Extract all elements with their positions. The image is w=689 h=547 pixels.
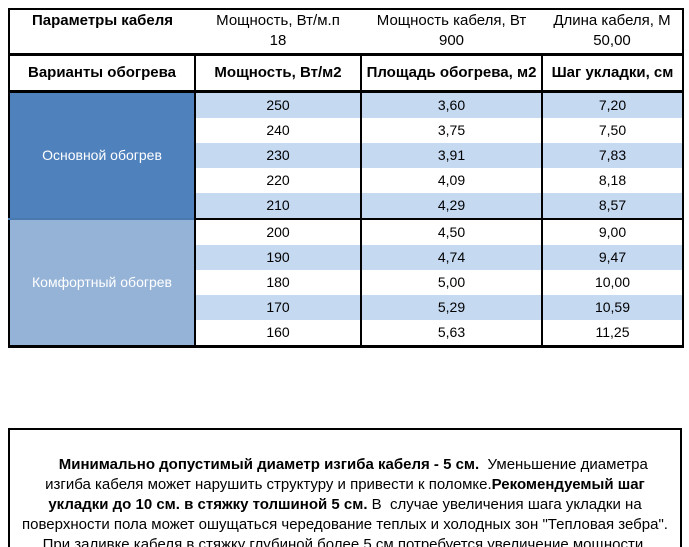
section-label: Основной обогрев <box>9 91 196 219</box>
area-cell: 4,29 <box>360 193 542 219</box>
power-cell: 230 <box>195 143 361 168</box>
table-row: 210 4,29 8,57 <box>9 193 683 219</box>
area-cell: 3,75 <box>360 118 542 143</box>
param-value-cable-length: 50,00 <box>542 31 683 56</box>
area-cell: 5,29 <box>360 295 542 320</box>
step-cell: 10,00 <box>541 270 683 295</box>
table-row: 220 4,09 8,18 <box>9 168 683 193</box>
power-cell: 250 <box>195 91 361 118</box>
section-label: Комфортный обогрев <box>9 218 196 347</box>
table-header-row: Варианты обогрева Мощность, Вт/м2 Площад… <box>9 54 683 93</box>
param-label-power-per-m: Мощность, Вт/м.п <box>216 12 340 29</box>
power-cell: 240 <box>195 118 361 143</box>
table-row: 160 5,63 11,25 <box>9 320 683 347</box>
power-cell: 200 <box>195 218 361 245</box>
area-cell: 4,50 <box>360 218 542 245</box>
step-cell: 8,57 <box>541 193 683 219</box>
step-cell: 7,50 <box>541 118 683 143</box>
params-label-row: Параметры кабеля Мощность, Вт/м.п Мощнос… <box>9 9 683 31</box>
table-row: 240 3,75 7,50 <box>9 118 683 143</box>
area-cell: 4,74 <box>360 245 542 270</box>
step-cell: 9,47 <box>541 245 683 270</box>
table-body: Основной обогрев 250 3,60 7,20 240 3,75 7,50 23… <box>9 91 683 347</box>
column-header-area: Площадь обогрева, м2 <box>360 54 542 93</box>
power-cell: 210 <box>195 193 361 219</box>
step-cell: 7,20 <box>541 91 683 118</box>
cable-parameters-table: Параметры кабеля Мощность, Вт/м.п Мощнос… <box>8 8 684 348</box>
step-cell: 9,00 <box>541 218 683 245</box>
param-label-cable-power: Мощность кабеля, Вт <box>376 12 527 29</box>
table-row: 170 5,29 10,59 <box>9 295 683 320</box>
note-segment-bold: Минимально допустимый диаметр изгиба каб… <box>58 456 480 473</box>
table-row: 190 4,74 9,47 <box>9 245 683 270</box>
table-row: 180 5,00 10,00 <box>9 270 683 295</box>
param-value-power-per-m: 18 <box>195 31 361 56</box>
note-box: Минимально допустимый диаметр изгиба каб… <box>8 428 682 547</box>
cable-parameters-sheet: Параметры кабеля Мощность, Вт/м.п Мощнос… <box>8 8 684 348</box>
param-value-cable-power: 900 <box>361 31 542 56</box>
area-cell: 3,91 <box>360 143 542 168</box>
column-header-step: Шаг укладки, см <box>541 54 683 93</box>
area-cell: 5,00 <box>360 270 542 295</box>
column-header-power: Мощность, Вт/м2 <box>194 54 361 93</box>
note-segment-bold: Рекомендуемый шаг укладки до 10 см. в ст… <box>48 476 649 513</box>
param-label-cable-length: Длина кабеля, М <box>553 12 671 29</box>
params-title: Параметры кабеля <box>31 12 174 29</box>
column-header-variants: Варианты обогрева <box>9 54 195 93</box>
table-row: Комфортный обогрев 200 4,50 9,00 <box>9 218 683 347</box>
params-value-row: 18 900 50,00 <box>9 31 683 56</box>
table-row: Основной обогрев 250 3,60 7,20 <box>9 91 683 219</box>
params-empty-cell <box>9 31 195 56</box>
step-cell: 7,83 <box>541 143 683 168</box>
area-cell: 5,63 <box>360 320 542 347</box>
step-cell: 8,18 <box>541 168 683 193</box>
power-cell: 160 <box>195 320 361 347</box>
power-cell: 190 <box>195 245 361 270</box>
step-cell: 11,25 <box>541 320 683 347</box>
area-cell: 4,09 <box>360 168 542 193</box>
table-row: 230 3,91 7,83 <box>9 143 683 168</box>
power-cell: 180 <box>195 270 361 295</box>
note-segment: В случае увеличения шага укладки на пове… <box>22 496 673 547</box>
note-text: Минимально допустимый диаметр изгиба каб… <box>22 456 672 547</box>
power-cell: 170 <box>195 295 361 320</box>
area-cell: 3,60 <box>360 91 542 118</box>
power-cell: 220 <box>195 168 361 193</box>
note-segment: Уменьшение диаметра изгиба кабеля может … <box>45 456 653 493</box>
step-cell: 10,59 <box>541 295 683 320</box>
